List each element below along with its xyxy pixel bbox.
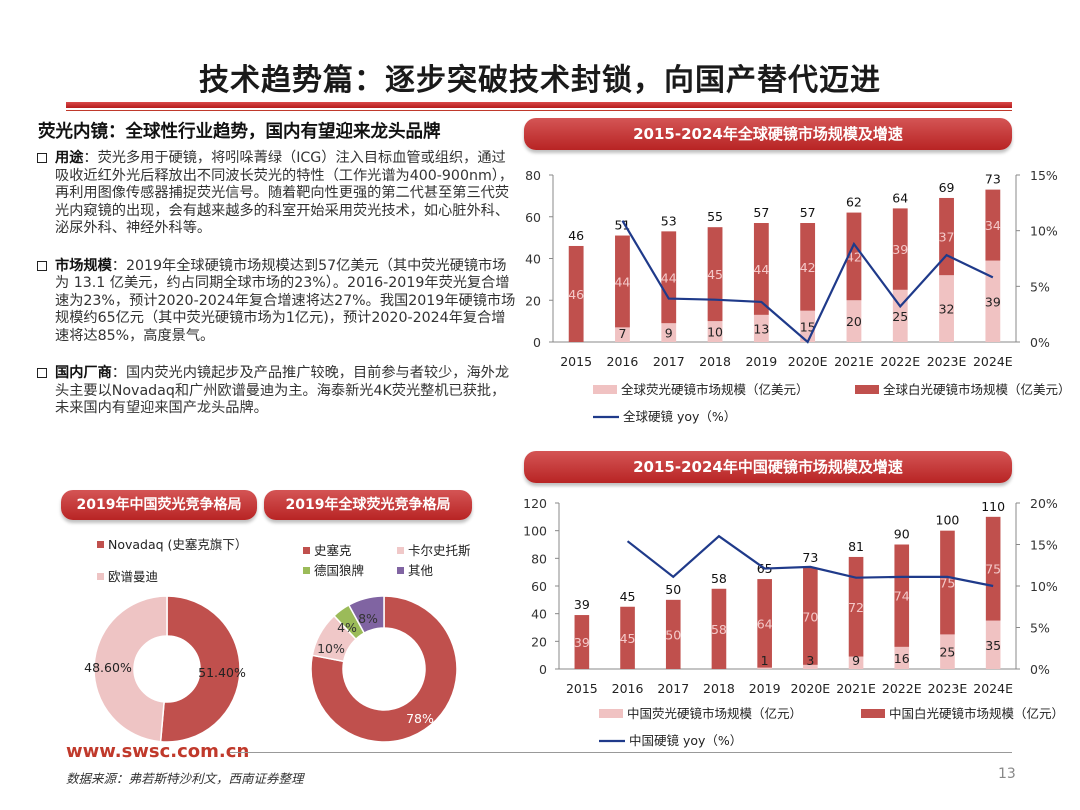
bullet-text: ：国内荧光内镜起步及产品推广较晚，目前参与者较少，海外龙头主要以Novadaq和… bbox=[55, 365, 510, 416]
footer-source: 数据来源：弗若斯特沙利文，西南证券整理 bbox=[66, 771, 304, 786]
legend-swatch-fluorescence bbox=[593, 385, 617, 394]
china-share-title: 2019年中国荧光竞争格局 bbox=[61, 490, 257, 520]
white-light-value-label: 44 bbox=[661, 270, 677, 285]
white-light-value-label: 46 bbox=[568, 287, 584, 302]
white-light-value-label: 39 bbox=[892, 242, 908, 257]
y2-tick-label: 0% bbox=[1030, 335, 1050, 350]
checkbox-bullet-icon bbox=[37, 153, 47, 163]
yoy-line bbox=[621, 220, 994, 344]
page-title: 技术趋势篇：逐步突破技术封锁，向国产替代迈进 bbox=[199, 63, 881, 98]
x-tick-label: 2018 bbox=[699, 354, 731, 369]
fluorescence-value-label: 39 bbox=[985, 294, 1001, 309]
fluorescence-value-label: 32 bbox=[939, 302, 955, 317]
white-light-bar bbox=[615, 235, 630, 328]
legend-label: 全球硬镜 yoy（%） bbox=[623, 409, 736, 424]
x-tick-label: 2017 bbox=[653, 354, 685, 369]
bullet-list: 用途：荧光多用于硬镜，将吲哚菁绿（ICG）注入目标血管或组织，通过吸收近红外光后… bbox=[37, 150, 517, 438]
white-light-value-label: 44 bbox=[614, 274, 630, 289]
y-tick-label: 20 bbox=[525, 293, 541, 308]
white-light-value-label: 37 bbox=[939, 230, 955, 245]
checkbox-bullet-icon bbox=[37, 260, 47, 271]
total-label: 57 bbox=[753, 205, 769, 220]
white-light-bar bbox=[985, 189, 1001, 261]
total-label: 64 bbox=[892, 190, 908, 205]
total-label: 55 bbox=[707, 209, 723, 224]
x-tick-label: 2016 bbox=[607, 354, 639, 369]
fluorescence-value-label: 13 bbox=[753, 321, 769, 336]
bullet-text: ：2019年全球硬镜市场规模达到57亿美元（其中荧光硬镜市场为 13.1 亿美元… bbox=[55, 257, 516, 344]
total-label: 46 bbox=[568, 228, 584, 243]
y-tick-label: 80 bbox=[525, 168, 541, 183]
white-light-bar bbox=[892, 208, 908, 290]
footer-rule bbox=[230, 752, 1012, 753]
total-label: 73 bbox=[985, 172, 1001, 187]
fluorescence-bar bbox=[753, 314, 769, 342]
china-chart-title: 2015-2024年中国硬镜市场规模及增速 bbox=[524, 451, 1012, 483]
white-light-value-label: 44 bbox=[753, 262, 769, 277]
white-light-bar bbox=[800, 223, 816, 311]
fluorescence-value-label: 9 bbox=[665, 326, 673, 341]
section-heading: 荧光内镜：全球性行业趋势，国内有望迎来龙头品牌 bbox=[38, 122, 441, 142]
white-light-value-label: 45 bbox=[707, 267, 723, 282]
white-light-bar bbox=[753, 223, 769, 315]
x-tick-label: 2024E bbox=[973, 354, 1013, 369]
x-tick-label: 2015 bbox=[560, 354, 592, 369]
y2-tick-label: 10% bbox=[1030, 224, 1058, 239]
white-light-bar bbox=[568, 245, 584, 342]
footer-url: www.swsc.com.cn bbox=[66, 741, 250, 762]
fluorescence-value-label: 7 bbox=[618, 326, 626, 341]
fluorescence-value-label: 20 bbox=[846, 314, 862, 329]
total-label: 53 bbox=[661, 213, 677, 228]
bullet-lead: 市场规模 bbox=[55, 257, 112, 274]
global-share-title: 2019年全球荧光竞争格局 bbox=[264, 490, 472, 520]
fluorescence-bar bbox=[846, 300, 862, 342]
y2-tick-label: 15% bbox=[1030, 168, 1058, 183]
fluorescence-value-label: 25 bbox=[892, 309, 908, 324]
title-rule-thin bbox=[66, 110, 1012, 111]
fluorescence-bar bbox=[707, 321, 723, 342]
bullet-market-size: 市场规模：2019年全球硬镜市场规模达到57亿美元（其中荧光硬镜市场为 13.1… bbox=[37, 258, 517, 346]
fluorescence-value-label: 10 bbox=[707, 325, 723, 340]
total-label: 57 bbox=[800, 205, 816, 220]
bullet-domestic-vendors: 国内厂商：国内荧光内镜起步及产品推广较晚，目前参与者较少，海外龙头主要以Nova… bbox=[37, 365, 517, 418]
legend-swatch-white-light bbox=[855, 385, 879, 394]
white-light-value-label: 34 bbox=[985, 218, 1001, 233]
x-tick-label: 2020E bbox=[788, 354, 828, 369]
fluorescence-bar bbox=[985, 260, 1001, 342]
x-tick-label: 2019 bbox=[745, 354, 777, 369]
bullet-lead: 用途 bbox=[55, 150, 84, 166]
bullet-usage: 用途：荧光多用于硬镜，将吲哚菁绿（ICG）注入目标血管或组织，通过吸收近红外光后… bbox=[37, 150, 517, 238]
total-label: 69 bbox=[939, 180, 955, 195]
x-tick-label: 2023E bbox=[927, 354, 967, 369]
legend-label: 全球白光硬镜市场规模（亿美元） bbox=[883, 382, 1071, 397]
checkbox-bullet-icon bbox=[37, 368, 47, 378]
global-chart-title: 2015-2024年全球硬镜市场规模及增速 bbox=[524, 118, 1012, 150]
bullet-lead: 国内厂商 bbox=[55, 365, 112, 381]
legend-label: 全球荧光硬镜市场规模（亿美元） bbox=[621, 382, 809, 397]
white-light-value-label: 42 bbox=[800, 260, 816, 275]
y2-tick-label: 5% bbox=[1030, 279, 1050, 294]
white-light-bar bbox=[661, 231, 677, 324]
white-light-bar bbox=[707, 227, 723, 322]
title-rule bbox=[66, 102, 1012, 108]
white-light-bar bbox=[846, 212, 862, 301]
x-tick-label: 2022E bbox=[880, 354, 920, 369]
fluorescence-bar bbox=[939, 275, 954, 342]
fluorescence-bar bbox=[615, 327, 630, 342]
y-tick-label: 60 bbox=[525, 210, 541, 225]
bullet-text: ：荧光多用于硬镜，将吲哚菁绿（ICG）注入目标血管或组织，通过吸收近红外光后释放… bbox=[55, 150, 514, 236]
fluorescence-bar bbox=[661, 323, 677, 342]
fluorescence-value-label: 15 bbox=[800, 319, 816, 334]
page-number: 13 bbox=[998, 766, 1016, 782]
y-tick-label: 0 bbox=[533, 335, 541, 350]
total-label: 62 bbox=[846, 195, 862, 210]
x-tick-label: 2021E bbox=[834, 354, 874, 369]
y-tick-label: 40 bbox=[525, 252, 541, 267]
